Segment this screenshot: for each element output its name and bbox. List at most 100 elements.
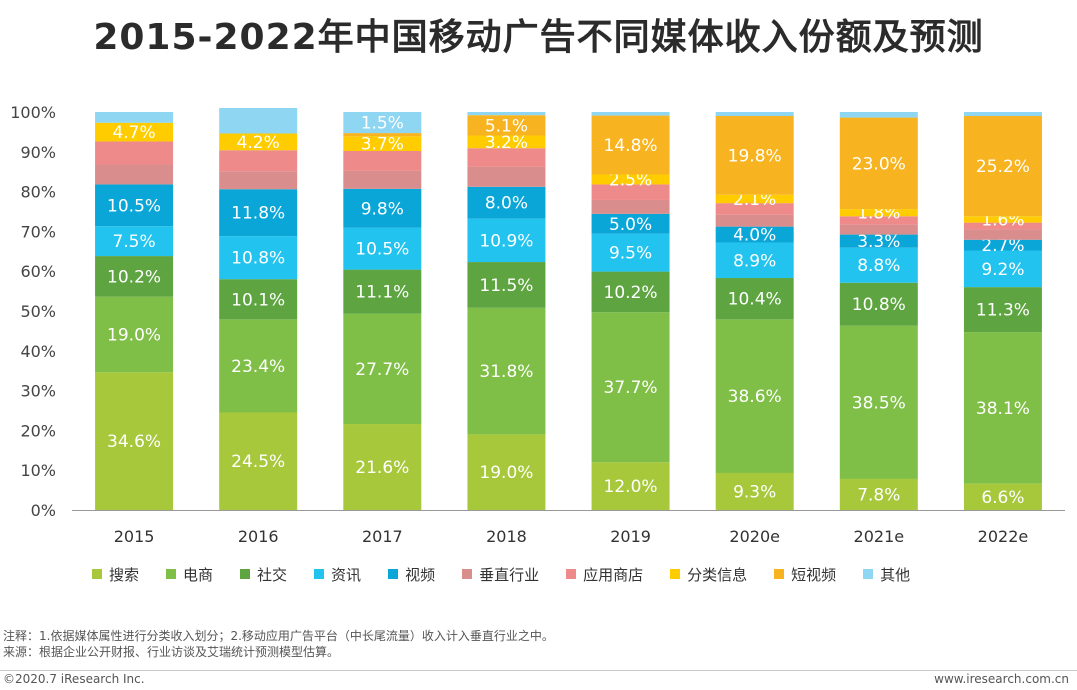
data-label: 8.9%: [733, 251, 776, 271]
data-label: 10.2%: [107, 267, 161, 287]
legend-item: 应用商店: [566, 564, 643, 585]
legend-label: 视频: [405, 565, 436, 584]
legend-label: 应用商店: [583, 565, 644, 584]
bar-segment-社交: [467, 262, 546, 308]
bar-segment-视频: [467, 186, 546, 219]
data-label: 5.0%: [609, 215, 652, 235]
data-label: 38.5%: [852, 393, 906, 413]
bar-segment-其他: [591, 112, 670, 116]
bar-segment-短视频: [343, 133, 422, 137]
y-tick-label: 20%: [20, 421, 56, 440]
bar-segment-垂直行业: [219, 171, 298, 190]
data-label: 31.8%: [479, 362, 533, 382]
legend-label: 电商: [183, 565, 214, 584]
x-tick-label: 2015: [114, 527, 155, 546]
x-tick-label: 2019: [610, 527, 651, 546]
data-label: 25.2%: [976, 157, 1030, 177]
data-label: 38.1%: [976, 399, 1030, 419]
bar-segment-应用商店: [95, 141, 174, 165]
bar-segment-分类信息: [963, 216, 1042, 223]
bar-segment-资讯: [839, 247, 918, 283]
bar-segment-其他: [715, 112, 794, 116]
legend-item: 资讯: [314, 564, 361, 585]
notes-block: 注释：1.依据媒体属性进行分类收入划分；2.移动应用广告平台（中长尾流量）收入计…: [3, 628, 554, 660]
bar-segment-电商: [467, 307, 546, 435]
footer: ©2020.7 iResearch Inc. www.iresearch.com…: [0, 666, 1077, 690]
bar-segment-社交: [963, 287, 1042, 333]
data-label: 11.3%: [976, 301, 1030, 321]
data-label: 19.0%: [107, 325, 161, 345]
data-label: 5.1%: [485, 116, 528, 136]
x-tick-label: 2020e: [729, 527, 780, 546]
bar-segment-其他: [219, 108, 298, 134]
data-label: 4.2%: [237, 133, 280, 153]
y-tick-label: 60%: [20, 262, 56, 281]
bar-segment-短视频: [963, 115, 1042, 217]
bar-segment-视频: [343, 188, 422, 228]
x-tick-label: 2021e: [854, 527, 905, 546]
data-label: 24.5%: [231, 452, 285, 472]
bar-segment-资讯: [963, 250, 1042, 288]
y-tick-label: 70%: [20, 222, 56, 241]
legend-item: 短视频: [774, 564, 836, 585]
bar-segment-垂直行业: [839, 224, 918, 235]
legend-swatch: [314, 569, 325, 579]
y-tick-label: 90%: [20, 143, 56, 162]
legend-label: 资讯: [331, 565, 362, 584]
bar-segment-视频: [591, 213, 670, 234]
legend-swatch: [670, 569, 681, 579]
bar-segment-资讯: [219, 236, 298, 280]
bar-segment-电商: [219, 319, 298, 413]
legend-item: 电商: [166, 564, 213, 585]
website-text: www.iresearch.com.cn: [934, 672, 1069, 686]
data-label: 2.7%: [981, 236, 1024, 256]
source-text: 来源：根据企业公开财报、行业访谈及艾瑞统计预测模型估算。: [3, 645, 340, 659]
legend-swatch: [240, 569, 251, 579]
bar-segment-电商: [343, 313, 422, 425]
data-label: 9.8%: [361, 199, 404, 219]
bar-segment-垂直行业: [591, 199, 670, 214]
bar-segment-社交: [343, 269, 422, 314]
bar-segment-资讯: [591, 233, 670, 272]
bar-segment-电商: [95, 296, 174, 373]
bar-segment-分类信息: [715, 194, 794, 204]
bar-segment-分类信息: [95, 122, 174, 142]
legend-swatch: [166, 569, 177, 579]
bar-segment-资讯: [95, 226, 174, 257]
bar-segment-垂直行业: [715, 214, 794, 227]
bar-segment-垂直行业: [343, 170, 422, 189]
bar-segment-电商: [591, 312, 670, 463]
data-label: 10.9%: [479, 231, 533, 251]
bar-segment-搜索: [715, 472, 794, 510]
legend-swatch: [388, 569, 399, 579]
bar-segment-视频: [839, 234, 918, 248]
bar-segment-垂直行业: [963, 229, 1042, 240]
data-label: 8.0%: [485, 194, 528, 214]
copyright-text: ©2020.7 iResearch Inc.: [3, 672, 145, 686]
data-label: 7.8%: [857, 485, 900, 505]
x-tick-label: 2018: [486, 527, 527, 546]
y-tick-label: 100%: [10, 103, 56, 122]
footer-divider: [0, 670, 1077, 671]
data-label: 11.5%: [479, 276, 533, 296]
bar-segment-其他: [839, 112, 918, 118]
y-tick-label: 10%: [20, 461, 56, 480]
legend-label: 垂直行业: [479, 565, 540, 584]
data-label: 10.5%: [107, 196, 161, 216]
data-label: 12.0%: [604, 477, 658, 497]
bar-segment-搜索: [591, 462, 670, 510]
data-label: 27.7%: [355, 360, 409, 380]
bar-segment-短视频: [591, 115, 670, 175]
bar-segment-应用商店: [963, 222, 1042, 230]
data-label: 9.3%: [733, 482, 776, 502]
bar-segment-电商: [715, 319, 794, 473]
bar-segment-其他: [467, 112, 546, 116]
data-label: 3.2%: [485, 133, 528, 153]
data-label: 4.0%: [733, 226, 776, 246]
data-label: 8.8%: [857, 256, 900, 276]
data-label: 19.0%: [479, 463, 533, 483]
bar-segment-分类信息: [839, 209, 918, 217]
legend-label: 分类信息: [687, 565, 748, 584]
bar-segment-视频: [219, 189, 298, 237]
data-label: 10.8%: [231, 249, 285, 269]
